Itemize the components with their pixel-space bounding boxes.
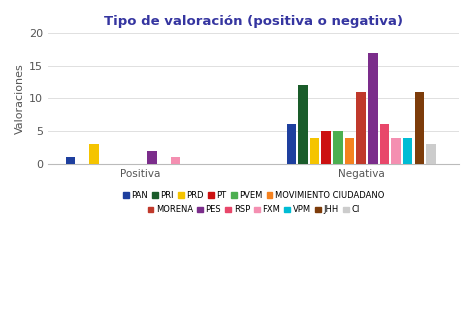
Bar	[321, 131, 331, 164]
Bar	[147, 150, 157, 164]
Bar	[345, 137, 354, 164]
Bar	[66, 157, 75, 164]
Bar	[89, 144, 99, 164]
Bar	[298, 85, 308, 164]
Bar	[380, 125, 389, 164]
Bar	[426, 144, 436, 164]
Bar	[310, 137, 319, 164]
Bar	[368, 53, 378, 164]
Bar	[333, 131, 343, 164]
Bar	[392, 137, 401, 164]
Bar	[356, 92, 366, 164]
Legend: MORENA, PES, RSP, FXM, VPM, JHH, CI: MORENA, PES, RSP, FXM, VPM, JHH, CI	[147, 205, 360, 215]
Bar	[415, 92, 424, 164]
Title: Tipo de valoración (positiva o negativa): Tipo de valoración (positiva o negativa)	[104, 15, 403, 28]
Y-axis label: Valoraciones: Valoraciones	[15, 63, 25, 134]
Bar	[403, 137, 412, 164]
Bar	[171, 157, 180, 164]
Bar	[286, 125, 296, 164]
